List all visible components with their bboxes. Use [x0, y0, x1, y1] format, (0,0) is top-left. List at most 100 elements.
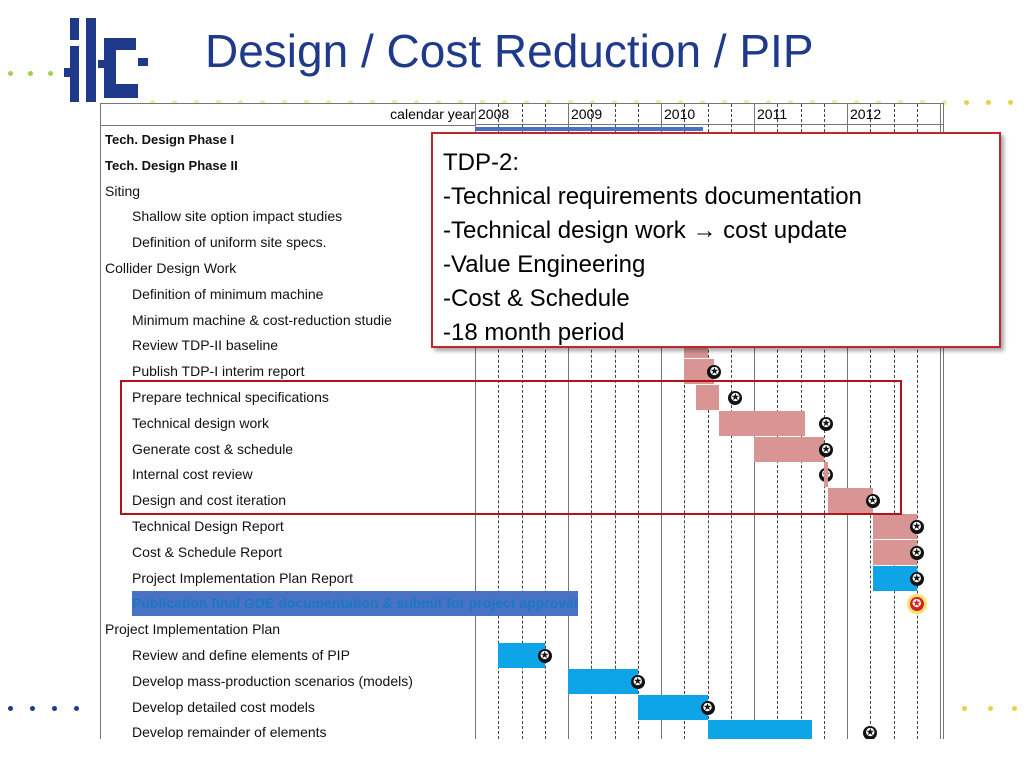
- task-bar: [872, 514, 917, 539]
- task-bar: [475, 127, 703, 131]
- year-label: 2008: [478, 106, 510, 122]
- decorative-dot: [766, 100, 771, 105]
- year-divider: [940, 104, 941, 739]
- task-label: Cost & Schedule Report: [132, 543, 283, 560]
- task-label: Definition of uniform site specs.: [132, 234, 327, 251]
- decorative-dot: [458, 100, 463, 105]
- callout-line-period: -18 month period: [443, 319, 625, 346]
- quarter-line: [893, 104, 895, 739]
- task-label: Collider Design Work: [105, 260, 237, 276]
- callout-line-design-work: -Technical design work → cost update: [443, 217, 848, 244]
- decorative-dot: [988, 706, 993, 711]
- year-divider: [847, 104, 848, 739]
- calendar-year-label: calendar year: [101, 104, 475, 126]
- task-bar: [828, 488, 873, 514]
- decorative-dot: [260, 100, 265, 105]
- decorative-dot: [854, 100, 859, 105]
- decorative-dot: [392, 100, 397, 105]
- tdp2-callout: TDP-2: -Technical requirements documenta…: [431, 132, 1001, 348]
- task-bar: [872, 539, 917, 565]
- task-bar: [872, 565, 917, 591]
- milestone-icon: ✪: [700, 700, 715, 715]
- decorative-dot: [722, 100, 727, 105]
- task-label: Develop remainder of elements: [132, 724, 327, 739]
- quarter-line: [498, 104, 500, 739]
- decorative-dot: [74, 706, 79, 711]
- quarter-line: [521, 104, 523, 739]
- quarter-line: [614, 104, 616, 739]
- task-label: Develop detailed cost models: [132, 698, 315, 715]
- decorative-dot: [942, 100, 947, 105]
- decorative-dot: [28, 71, 33, 76]
- task-bar: [823, 462, 829, 488]
- year-label: 2010: [664, 106, 696, 122]
- header-rule: [475, 124, 943, 125]
- decorative-dot: [568, 100, 573, 105]
- decorative-dot: [898, 100, 903, 105]
- task-label: Prepare technical specifications: [132, 389, 329, 405]
- decorative-dot: [282, 100, 287, 105]
- decorative-dot: [590, 100, 595, 105]
- quarter-line: [637, 104, 639, 739]
- task-label: Publication final GDE documentation & su…: [132, 591, 578, 617]
- quarter-line: [544, 104, 546, 739]
- task-label: Definition of minimum machine: [132, 285, 324, 302]
- decorative-dot: [150, 100, 155, 105]
- year-divider: [475, 104, 476, 739]
- decorative-dot: [612, 100, 617, 105]
- milestone-icon: ✪: [865, 494, 880, 509]
- milestone-icon: ✪: [728, 391, 743, 405]
- milestone-icon: ✪: [909, 520, 924, 534]
- decorative-dot: [876, 100, 881, 105]
- decorative-dot: [480, 100, 485, 105]
- decorative-dot: [304, 100, 309, 105]
- decorative-dot: [986, 100, 991, 105]
- decorative-dot: [52, 706, 57, 711]
- milestone-icon: ✪: [863, 726, 878, 739]
- task-bar: [754, 436, 824, 462]
- decorative-dot: [964, 100, 969, 105]
- decorative-dot: [1008, 100, 1013, 105]
- task-bar: [637, 694, 708, 720]
- decorative-dot: [634, 100, 639, 105]
- task-bar: [719, 410, 806, 436]
- milestone-icon: ✪: [819, 416, 834, 431]
- callout-line-cost-schedule: -Cost & Schedule: [443, 285, 630, 312]
- task-label: Design and cost iteration: [132, 492, 287, 509]
- task-bar: [707, 720, 813, 739]
- task-label: Generate cost & schedule: [132, 440, 294, 457]
- quarter-line: [684, 104, 686, 739]
- task-label: Shallow site option impact studies: [132, 208, 343, 225]
- quarter-line: [591, 104, 593, 739]
- decorative-dot: [8, 71, 13, 76]
- year-label: 2012: [850, 106, 882, 122]
- decorative-dot: [30, 706, 35, 711]
- task-label: Technical design work: [132, 414, 269, 431]
- task-label: Review and define elements of PIP: [132, 647, 350, 663]
- decorative-dot: [8, 706, 13, 711]
- decorative-dot: [678, 100, 683, 105]
- callout-line-title: TDP-2:: [443, 149, 520, 176]
- decorative-dot: [216, 100, 221, 105]
- decorative-dot: [546, 100, 551, 105]
- milestone-icon: ✪: [537, 649, 552, 663]
- task-bar: [568, 668, 638, 694]
- milestone-icon: ✪: [630, 674, 645, 689]
- task-bar: [498, 643, 545, 668]
- task-label: Publish TDP-I interim report: [132, 363, 305, 380]
- decorative-dot: [326, 100, 331, 105]
- quarter-line: [916, 104, 918, 739]
- task-label: Develop mass-production scenarios (model…: [132, 672, 413, 689]
- decorative-dot: [962, 706, 967, 711]
- decorative-dot: [744, 100, 749, 105]
- decorative-dot: [194, 100, 199, 105]
- year-label: 2011: [757, 106, 788, 122]
- decorative-dot: [172, 100, 177, 105]
- task-label: Minimum machine & cost-reduction studie: [132, 311, 392, 328]
- year-label: 2009: [571, 106, 603, 122]
- decorative-dot: [700, 100, 705, 105]
- task-label: Technical Design Report: [132, 518, 284, 534]
- milestone-icon: ✪: [819, 442, 834, 457]
- decorative-dot: [1012, 706, 1017, 711]
- milestone-icon: ✪: [909, 545, 924, 560]
